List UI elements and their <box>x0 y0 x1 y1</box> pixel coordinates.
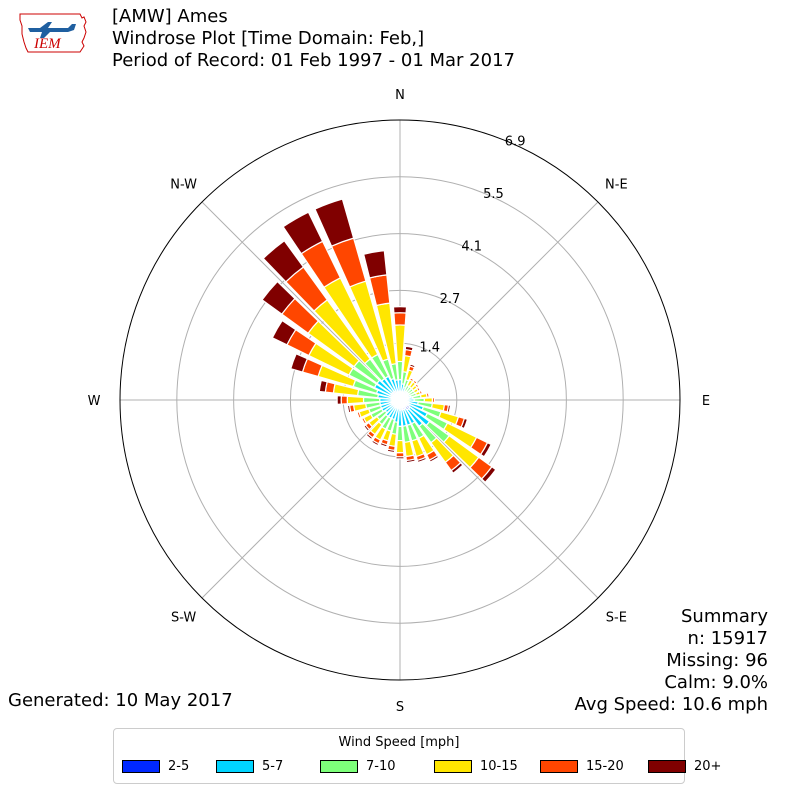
legend-label: 10-15 <box>480 759 518 774</box>
summary-box: Summary n: 15917 Missing: 96 Calm: 9.0% … <box>575 606 768 716</box>
legend-title: Wind Speed [mph] <box>338 735 460 750</box>
iem-logo: IEM <box>19 13 87 53</box>
windrose-bar <box>408 377 415 383</box>
windrose-bar <box>395 456 405 460</box>
radial-tick-label: 1.4 <box>419 341 440 356</box>
windrose-bar <box>314 198 355 247</box>
windrose-bar <box>428 454 440 463</box>
legend-item: 20+ <box>648 759 724 774</box>
windrose-bar <box>262 239 305 283</box>
windrose-bar <box>261 280 296 315</box>
direction-label: N <box>395 88 405 103</box>
legend-item: 10-15 <box>434 759 540 774</box>
direction-label: S <box>396 700 404 715</box>
windrose-bar <box>360 416 368 425</box>
radial-tick-label: 6.9 <box>505 134 526 149</box>
legend-item: 7-10 <box>320 759 434 774</box>
legend-label: 15-20 <box>586 759 624 774</box>
windrose-bar <box>346 395 365 405</box>
summary-heading: Summary <box>681 606 768 627</box>
title-line-plot: Windrose Plot [Time Domain: Feb,] <box>112 28 425 49</box>
radial-tick-label: 2.7 <box>440 292 461 307</box>
windrose-bar <box>379 441 388 448</box>
legend-label: 7-10 <box>366 759 396 774</box>
legend-swatch <box>648 760 686 773</box>
windrose-bar <box>460 417 469 430</box>
legend-label: 5-7 <box>262 759 284 774</box>
grid-spoke <box>201 201 401 401</box>
windrose-bar <box>425 392 430 398</box>
direction-label: E <box>702 394 710 409</box>
legend-swatch <box>434 760 472 773</box>
windrose-bar <box>446 404 452 413</box>
windrose-bar <box>336 394 342 406</box>
windrose-bar <box>405 458 416 464</box>
legend-swatch <box>122 760 160 773</box>
windrose-bar <box>340 395 349 405</box>
direction-label: W <box>88 394 101 409</box>
legend-swatch <box>320 760 358 773</box>
legend-label: 20+ <box>694 759 722 774</box>
windrose-bar <box>404 345 414 352</box>
windrose-bar <box>431 396 436 404</box>
legend-item: 15-20 <box>540 759 648 774</box>
windrose-bar <box>394 324 406 363</box>
grid-spoke <box>201 399 401 599</box>
windrose-bar <box>418 389 423 395</box>
windrose-bar <box>363 424 371 432</box>
windrose-bar <box>396 425 404 442</box>
windrose-bar <box>412 379 418 385</box>
logo-text: IEM <box>33 36 62 52</box>
direction-label: N-W <box>170 178 197 193</box>
direction-label: N-E <box>605 178 628 193</box>
summary-n: n: 15917 <box>687 628 768 649</box>
legend: Wind Speed [mph] 2-5 5-7 7-10 10-15 15-20 20+ <box>113 728 721 784</box>
title-line-period: Period of Record: 01 Feb 1997 - 01 Mar 2… <box>112 50 515 71</box>
windrose-bar <box>423 397 434 403</box>
legend-item: 2-5 <box>122 759 216 774</box>
summary-avg-speed: Avg Speed: 10.6 mph <box>574 694 768 715</box>
summary-calm: Calm: 9.0% <box>664 672 768 693</box>
windrose-bar <box>271 319 297 346</box>
windrose-bar <box>393 312 407 326</box>
grid-spoke <box>399 399 599 599</box>
windrose-bar <box>386 448 396 454</box>
polar-frame <box>119 119 681 681</box>
direction-label: S-E <box>606 610 627 625</box>
summary-missing: Missing: 96 <box>666 650 768 671</box>
legend-swatch <box>540 760 578 773</box>
direction-label: S-W <box>171 610 196 625</box>
title-line-station: [AMW] Ames <box>112 6 228 27</box>
windrose-bar <box>395 439 405 454</box>
windrose-bar <box>318 379 328 393</box>
grid-spoke <box>399 201 599 401</box>
windrose-bar <box>450 461 464 475</box>
windrose-bar <box>392 306 408 314</box>
legend-label: 2-5 <box>168 759 190 774</box>
legend-swatch <box>216 760 254 773</box>
windrose-bar <box>480 465 497 484</box>
windrose-bar <box>414 383 420 389</box>
radial-tick-label: 4.1 <box>461 239 482 254</box>
windrose-bar <box>415 386 421 392</box>
windrose-bar <box>408 363 416 369</box>
windrose-bar <box>365 432 374 441</box>
windrose-bar <box>416 456 428 464</box>
legend-item: 5-7 <box>216 759 320 774</box>
windrose-bar <box>368 274 391 307</box>
windrose-bar <box>282 211 324 255</box>
windrose-bar <box>346 404 352 414</box>
legend-items: 2-5 5-7 7-10 10-15 15-20 20+ <box>122 759 724 774</box>
generated-date: Generated: 10 May 2017 <box>8 690 233 711</box>
windrose-bar <box>356 410 362 419</box>
windrose-bar <box>479 441 492 458</box>
windrose-bar <box>290 352 309 373</box>
chart-title: [AMW] Ames Windrose Plot [Time Domain: F… <box>112 6 515 72</box>
windrose-bar <box>370 439 380 447</box>
radial-tick-label: 5.5 <box>483 187 504 202</box>
windrose-bar <box>362 250 388 279</box>
